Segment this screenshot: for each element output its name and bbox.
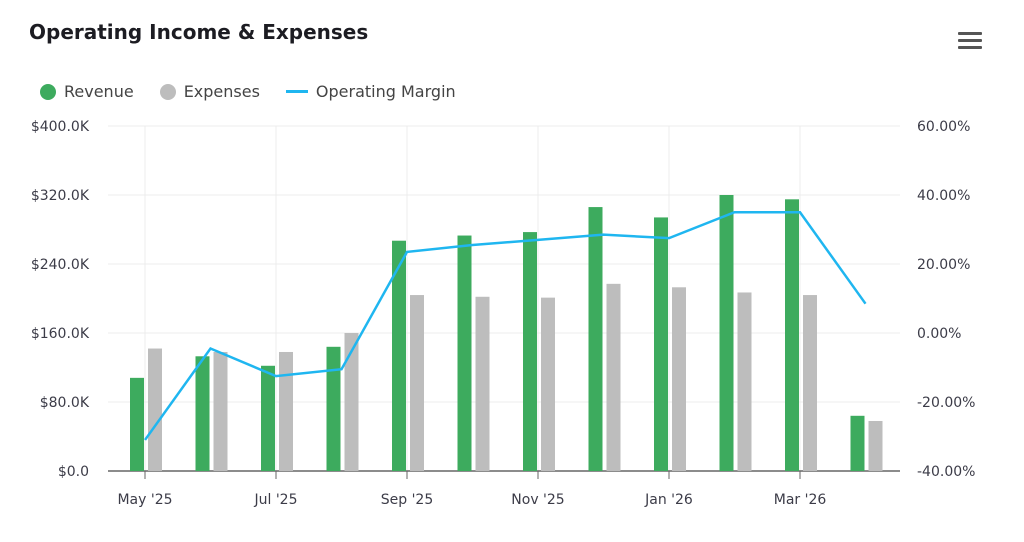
- right-axis-tick: -20.00%: [917, 395, 975, 411]
- legend: Revenue Expenses Operating Margin: [40, 82, 456, 101]
- left-axis-tick: $0.0: [58, 464, 89, 480]
- left-axis-tick: $240.0K: [31, 257, 90, 273]
- left-axis-tick: $160.0K: [31, 326, 90, 342]
- margin-swatch: [285, 90, 308, 93]
- expenses-bar: [541, 297, 555, 471]
- left-axis-tick: $400.0K: [31, 119, 90, 135]
- expenses-bar: [737, 292, 752, 471]
- expenses-bar: [803, 295, 817, 471]
- x-axis-tick: Jul '25: [253, 492, 297, 508]
- revenue-bar: [261, 365, 275, 471]
- legend-label: Revenue: [64, 82, 134, 101]
- expenses-bar: [606, 283, 621, 471]
- legend-label: Operating Margin: [315, 82, 456, 101]
- x-axis-tick: Mar '26: [774, 492, 827, 508]
- revenue-bar: [719, 195, 734, 471]
- expenses-bar: [672, 287, 686, 471]
- revenue-bar: [195, 356, 210, 471]
- expenses-bar: [410, 295, 424, 471]
- expenses-bar: [475, 296, 490, 471]
- hamburger-menu-icon[interactable]: [958, 32, 982, 50]
- expenses-bar: [344, 333, 359, 471]
- chart-title: Operating Income & Expenses: [29, 20, 369, 44]
- revenue-bar: [850, 415, 865, 471]
- expenses-swatch: [159, 83, 176, 100]
- x-axis-tick: Sep '25: [381, 492, 434, 508]
- left-axis-tick: $80.0K: [40, 395, 90, 411]
- right-axis-tick: 20.00%: [917, 257, 970, 273]
- revenue-bar: [457, 235, 472, 471]
- revenue-bar: [785, 199, 799, 471]
- legend-label: Expenses: [183, 82, 260, 101]
- expenses-bar: [279, 351, 293, 471]
- x-axis-tick: Nov '25: [511, 492, 564, 508]
- legend-item-operating-margin[interactable]: Operating Margin: [285, 82, 456, 101]
- revenue-swatch: [40, 83, 56, 100]
- revenue-bar: [326, 346, 341, 471]
- revenue-bar: [588, 207, 603, 471]
- expenses-bar: [148, 348, 162, 471]
- left-axis-tick: $320.0K: [31, 188, 90, 204]
- revenue-bar: [654, 217, 668, 471]
- right-axis-tick: 60.00%: [917, 119, 970, 135]
- legend-item-expenses[interactable]: Expenses: [159, 82, 260, 101]
- revenue-bar: [392, 240, 406, 471]
- revenue-bar: [523, 232, 537, 471]
- expenses-bar: [213, 351, 228, 471]
- revenue-bar: [130, 377, 144, 471]
- x-axis-tick: Jan '26: [644, 492, 693, 508]
- right-axis-tick: -40.00%: [917, 464, 975, 480]
- operating-margin-line: [143, 211, 867, 441]
- legend-item-revenue[interactable]: Revenue: [40, 82, 134, 101]
- x-axis-tick: May '25: [117, 492, 172, 508]
- right-axis-tick: 0.00%: [917, 326, 961, 342]
- expenses-bar: [868, 420, 883, 471]
- right-axis-tick: 40.00%: [917, 188, 970, 204]
